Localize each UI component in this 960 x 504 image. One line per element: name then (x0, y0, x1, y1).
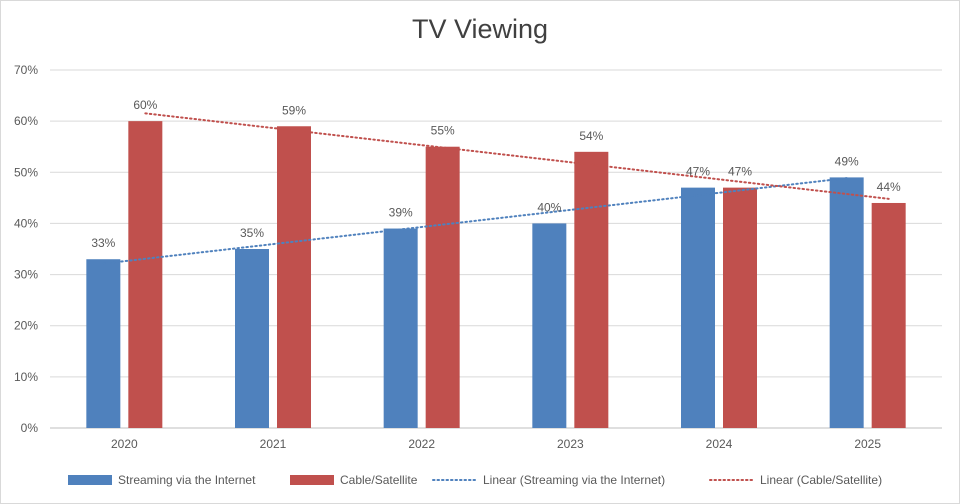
x-tick-label: 2021 (260, 437, 287, 451)
x-tick-label: 2022 (408, 437, 435, 451)
data-label: 54% (579, 129, 603, 143)
legend-item-trend-streaming: Linear (Streaming via the Internet) (483, 473, 665, 487)
chart-title: TV Viewing (411, 14, 549, 44)
gridlines (50, 69, 942, 429)
trendline-streaming (102, 177, 848, 265)
x-tick-label: 2025 (854, 437, 881, 451)
y-tick-label: 10% (14, 370, 38, 384)
legend-swatch (290, 475, 334, 485)
y-tick-label: 50% (14, 165, 38, 179)
bar-cable (574, 151, 609, 429)
y-tick-label: 30% (14, 268, 38, 282)
trendline-cable (144, 112, 890, 200)
bar-cable (425, 146, 460, 428)
bar-streaming (235, 249, 269, 428)
data-label: 35% (240, 226, 264, 240)
bar-streaming (829, 177, 864, 428)
x-tick-label: 2023 (557, 437, 584, 451)
legend-item-cable: Cable/Satellite (340, 473, 418, 487)
bar-streaming (532, 223, 567, 428)
data-label: 55% (431, 124, 455, 138)
axes: 0% 10% 20% 30% 40% 50% 60% 70% 2020 2021 2022 2023 2… (14, 63, 881, 451)
legend-swatch (68, 475, 112, 485)
y-tick-label: 60% (14, 114, 38, 128)
legend: Streaming via the Internet Cable/Satellit… (68, 473, 882, 487)
data-label: 33% (91, 236, 115, 250)
data-label: 47% (728, 165, 752, 179)
trendlines (102, 112, 890, 265)
legend-item-trend-cable: Linear (Cable/Satellite) (760, 473, 882, 487)
bar-cable (723, 187, 757, 428)
data-label: 47% (686, 165, 710, 179)
bar-streaming (681, 187, 715, 428)
data-label: 40% (537, 200, 561, 214)
data-label: 44% (877, 180, 901, 194)
bar-cable (128, 121, 163, 429)
bars (86, 121, 906, 429)
bar-cable (871, 202, 906, 428)
bar-streaming (86, 259, 121, 428)
x-tick-label: 2024 (706, 437, 733, 451)
data-labels: 33% 35% 39% 40% 47% 49% 60% 59% 55% 54% 47% 44% (91, 98, 901, 250)
data-label: 49% (835, 154, 859, 168)
data-label: 59% (282, 103, 306, 117)
data-label: 39% (389, 206, 413, 220)
bar-streaming (383, 228, 418, 428)
x-tick-label: 2020 (111, 437, 138, 451)
y-tick-label: 0% (21, 421, 39, 435)
bar-cable (277, 126, 311, 428)
legend-item-streaming: Streaming via the Internet (118, 473, 256, 487)
y-tick-label: 40% (14, 216, 38, 230)
y-tick-label: 20% (14, 319, 38, 333)
y-tick-label: 70% (14, 63, 38, 77)
data-label: 60% (133, 98, 157, 112)
